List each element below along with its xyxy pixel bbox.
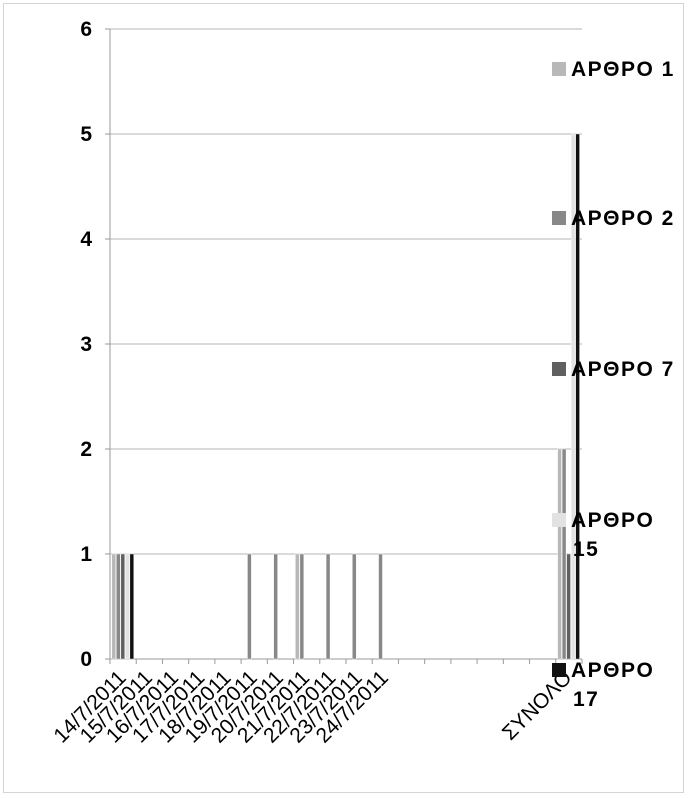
legend-swatch (552, 62, 566, 76)
bar (111, 553, 116, 660)
bar (575, 133, 580, 660)
bar (378, 553, 383, 660)
y-tick-label: 2 (80, 438, 92, 461)
bar (570, 133, 576, 660)
legend-label: ΑΡΘΡΟ 7 (571, 358, 675, 381)
bar (557, 448, 562, 660)
bar (325, 553, 331, 660)
bar (247, 553, 252, 660)
y-tick-label: 0 (80, 648, 92, 671)
y-tick-labels: 0 1 2 3 4 5 6 (80, 18, 92, 671)
bar (125, 553, 130, 660)
bar (129, 553, 134, 660)
gridlines (110, 28, 582, 555)
y-tick-label: 1 (80, 543, 92, 566)
legend: ΑΡΘΡΟ 1 ΑΡΘΡΟ 2 ΑΡΘΡΟ 7 ΑΡΘΡΟ 15 ΑΡΘΡΟ 17 (552, 58, 675, 711)
legend-label-line2: 17 (573, 688, 599, 711)
bar (561, 448, 567, 660)
bar (352, 553, 357, 660)
bar (120, 553, 125, 660)
x-tick-labels: 14/7/201115/7/201116/7/201117/7/201118/7… (49, 666, 576, 747)
legend-swatch (552, 513, 566, 527)
legend-label: ΑΡΘΡΟ (571, 659, 654, 682)
y-tick-label: 4 (80, 228, 92, 251)
bar (273, 553, 278, 660)
legend-swatch (552, 362, 566, 376)
axes (105, 28, 583, 664)
bar (116, 553, 121, 660)
legend-label-line2: 15 (573, 538, 599, 561)
legend-swatch (552, 663, 566, 677)
bar (295, 553, 300, 660)
y-tick-label: 3 (80, 333, 92, 356)
legend-label: ΑΡΘΡΟ 1 (571, 58, 675, 81)
legend-label: ΑΡΘΡΟ (571, 509, 654, 532)
y-tick-label: 6 (80, 18, 92, 41)
legend-label: ΑΡΘΡΟ 2 (571, 207, 675, 230)
x-tick-label: ΣΥΝΟΛΟ (498, 666, 577, 745)
legend-swatch (552, 211, 566, 225)
y-tick-label: 5 (80, 123, 92, 146)
bar (299, 553, 305, 660)
bar (566, 553, 571, 660)
bars (111, 133, 580, 660)
chart-frame (3, 3, 684, 793)
